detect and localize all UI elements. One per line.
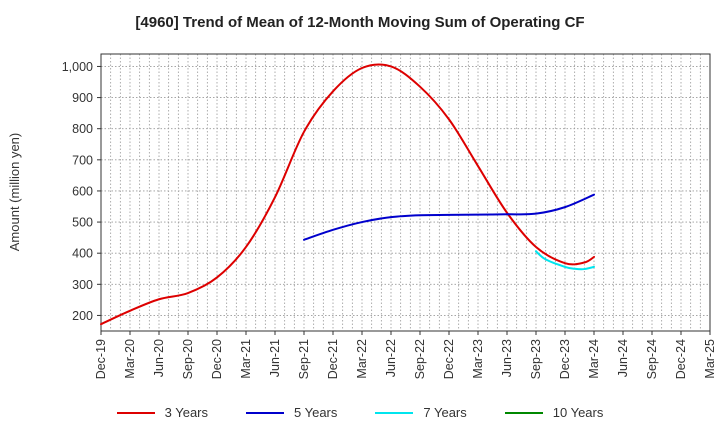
y-axis-ticks: 200 300 400 500 600 700 800 900 1,000 [62,60,101,323]
legend-item-5-years: 5 Years [246,405,337,420]
x-tick-label: Jun-23 [500,339,514,377]
x-tick-label: Sep-23 [529,339,543,379]
x-tick-label: Dec-21 [326,339,340,379]
x-tick-label: Mar-25 [703,339,717,379]
grid [101,54,710,331]
x-axis-ticks: Dec-19 Mar-20 Jun-20 Sep-20 Dec-20 Mar-21 Jun-… [94,331,717,379]
legend-item-10-years: 10 Years [504,405,604,420]
series-line-5-years [303,193,595,241]
series-line-7-years [535,250,595,271]
y-tick-label: 500 [72,216,93,230]
plot-area [101,54,710,331]
legend-item-3-years: 3 Years [116,405,208,420]
legend: 3 Years 5 Years 7 Years 10 Years [0,405,720,420]
x-tick-label: Dec-20 [210,339,224,379]
series [100,63,595,326]
series-line-3-years [100,63,595,326]
y-tick-label: 300 [72,278,93,292]
y-tick-label: 1,000 [62,60,93,74]
y-tick-label: 600 [72,184,93,198]
legend-swatch [375,411,414,414]
legend-label: 5 Years [294,405,338,420]
y-tick-label: 400 [72,247,93,261]
x-tick-label: Mar-22 [355,339,369,379]
plot-frame [100,53,711,332]
y-tick-label: 700 [72,153,93,167]
x-tick-label: Mar-20 [123,339,137,379]
x-tick-label: Jun-24 [616,339,630,377]
legend-label: 3 Years [164,405,208,420]
x-tick-label: Mar-24 [587,339,601,379]
x-tick-label: Jun-20 [152,339,166,377]
chart-title: [4960] Trend of Mean of 12-Month Moving … [135,14,585,31]
x-tick-label: Sep-24 [645,339,659,379]
x-tick-label: Dec-22 [442,339,456,379]
x-tick-label: Dec-24 [674,339,688,379]
y-tick-label: 200 [72,309,93,323]
x-tick-label: Jun-22 [384,339,398,377]
legend-label: 10 Years [552,405,604,420]
x-tick-label: Sep-20 [181,339,195,379]
legend-label: 7 Years [423,405,467,420]
y-axis-label: Amount (million yen) [7,133,22,252]
y-tick-label: 900 [72,91,93,105]
legend-swatch [504,411,543,414]
x-tick-label: Sep-21 [297,339,311,379]
x-tick-label: Sep-22 [413,339,427,379]
x-tick-label: Mar-21 [239,339,253,379]
legend-swatch [116,411,155,414]
x-tick-label: Dec-19 [94,339,108,379]
x-tick-label: Dec-23 [558,339,572,379]
x-tick-label: Jun-21 [268,339,282,377]
legend-item-7-years: 7 Years [375,405,467,420]
x-tick-label: Mar-23 [471,339,485,379]
legend-swatch [246,411,284,414]
y-tick-label: 800 [72,122,93,136]
